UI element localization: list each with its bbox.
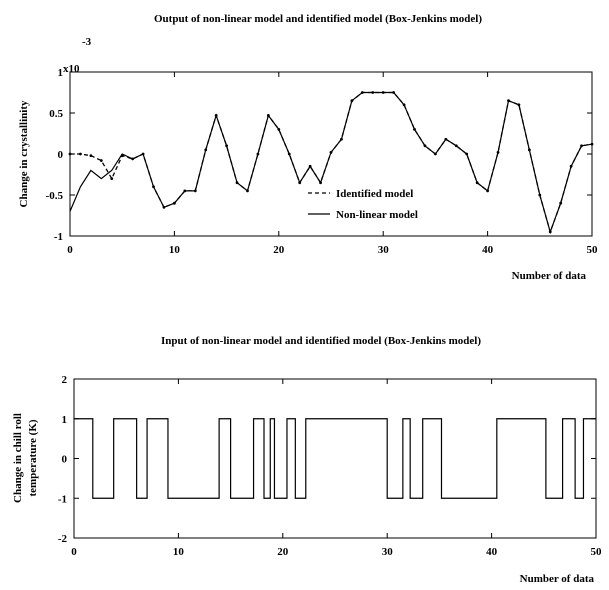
- output-chart: Output of non-linear model and identifie…: [18, 13, 598, 282]
- output-x-tick-label: 40: [482, 244, 494, 256]
- output-y-tick-label: -0.5: [46, 190, 64, 202]
- output-y-tick-label: 1: [58, 67, 64, 79]
- output-data-point: [68, 152, 72, 156]
- input-y-tick-label: 2: [62, 374, 68, 386]
- input-x-tick-label: 10: [173, 546, 185, 558]
- input-chart-y-axis-label-line1: Change in chill roll: [12, 413, 24, 503]
- input-chart-frame: [73, 378, 597, 539]
- input-y-tick-label: 1: [62, 414, 68, 426]
- output-chart-y-exponent-base: x10: [63, 63, 80, 75]
- legend-identified-model-label: Identified model: [336, 188, 413, 200]
- legend-nonlinear-model-label: Non-linear model: [336, 209, 418, 221]
- output-data-point: [110, 177, 114, 181]
- output-data-point: [79, 152, 82, 156]
- input-y-tick-label: -2: [58, 533, 68, 545]
- input-chart-x-ticks: 0 10 20 30 40 50: [71, 379, 602, 558]
- input-chart-x-axis-label: Number of data: [520, 573, 595, 585]
- output-x-tick-label: 0: [67, 244, 73, 256]
- output-chart-x-ticks: 0 10 20 30 40 50: [67, 72, 598, 256]
- input-x-tick-label: 40: [486, 546, 498, 558]
- output-y-tick-label: 0: [58, 149, 64, 161]
- input-chart-y-ticks: 2 1 0 -1 -2: [58, 374, 596, 545]
- output-series-non-linear-model: [69, 91, 593, 234]
- output-chart-x-axis-label: Number of data: [512, 270, 587, 282]
- input-y-tick-label: -1: [58, 493, 67, 505]
- output-chart-y-ticks: 1 0.5 0 -0.5 -1: [46, 67, 592, 243]
- output-series-identified-model: [70, 91, 593, 235]
- output-chart-legend: Identified model Non-linear model: [308, 188, 418, 221]
- input-x-tick-label: 30: [382, 546, 394, 558]
- input-chart-y-axis-label-line2: temperature (K): [27, 419, 39, 496]
- output-chart-y-exponent-power: -3: [82, 36, 92, 48]
- output-chart-y-axis-label: Change in crystallinity: [18, 100, 30, 207]
- input-series-line-0: [74, 418, 596, 499]
- input-x-tick-label: 0: [71, 546, 77, 558]
- input-chart-series: [74, 418, 596, 499]
- input-x-tick-label: 20: [277, 546, 289, 558]
- input-y-tick-label: 0: [62, 454, 68, 466]
- output-chart-title: Output of non-linear model and identifie…: [154, 13, 482, 25]
- output-x-tick-label: 30: [378, 244, 390, 256]
- output-data-point: [89, 154, 93, 158]
- input-x-tick-label: 50: [591, 546, 603, 558]
- output-y-tick-label: 0.5: [49, 108, 63, 120]
- output-chart-series: [68, 91, 594, 235]
- output-data-point: [99, 159, 103, 162]
- output-x-tick-label: 10: [169, 244, 181, 256]
- input-chart: Input of non-linear model and identified…: [12, 335, 602, 585]
- output-x-tick-label: 20: [273, 244, 285, 256]
- output-y-tick-label: -1: [54, 231, 63, 243]
- input-chart-title: Input of non-linear model and identified…: [161, 335, 481, 347]
- output-x-tick-label: 50: [587, 244, 599, 256]
